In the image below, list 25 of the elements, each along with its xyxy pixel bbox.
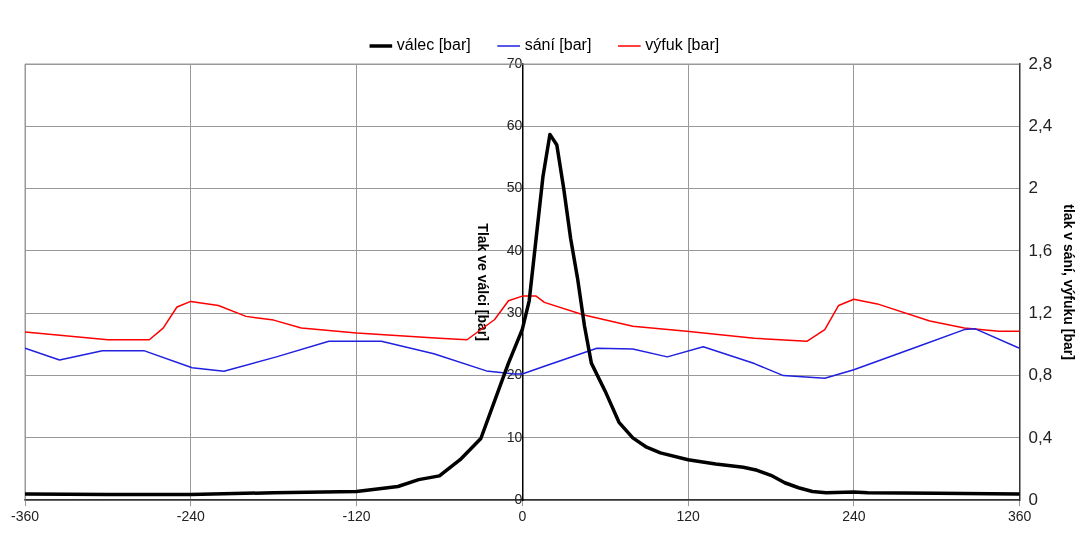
y2-tick-label: 2,4 [1028, 116, 1053, 135]
y2-tick-label: 0,4 [1028, 427, 1053, 447]
x-tick-label: 360 [1007, 508, 1032, 525]
legend-label: výfuk [bar] [645, 36, 720, 54]
legend-label: sání [bar] [524, 36, 592, 54]
y2-tick-label: 1,6 [1028, 240, 1053, 260]
x-tick-label: 240 [842, 508, 866, 525]
y2-tick-label: 2 [1028, 178, 1039, 198]
legend-label: válec [bar] [396, 36, 471, 54]
y-tick-label: 10 [506, 428, 523, 445]
y-tick-label: 60 [506, 117, 523, 134]
y2-axis-title: tlak v sání, výfuku [bar] [1060, 204, 1077, 360]
x-tick-label: -240 [176, 508, 205, 525]
y-tick-label: 70 [506, 54, 523, 71]
y2-tick-label: 0 [1028, 489, 1039, 509]
x-tick-label: -120 [342, 508, 371, 525]
x-tick-label: -360 [10, 508, 40, 525]
y-tick-label: 40 [506, 241, 523, 258]
y2-tick-label: 2,8 [1028, 53, 1053, 73]
y2-tick-label: 1,2 [1028, 302, 1053, 322]
y-axis-title: Tlak ve válci [bar] [475, 223, 492, 341]
y2-tick-label: 0,8 [1028, 365, 1053, 385]
x-tick-label: 120 [676, 508, 700, 525]
y-tick-label: 30 [506, 304, 523, 321]
y-tick-label: 50 [506, 179, 523, 196]
